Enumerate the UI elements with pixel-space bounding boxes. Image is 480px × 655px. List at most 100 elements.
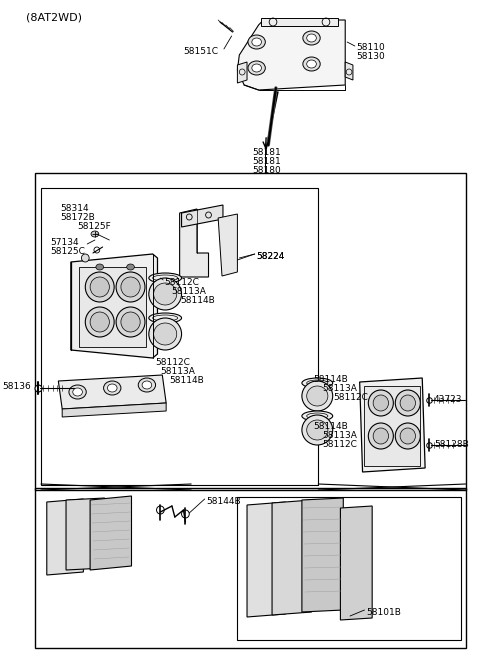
Ellipse shape: [400, 428, 416, 444]
Polygon shape: [345, 62, 353, 80]
Ellipse shape: [149, 273, 181, 283]
Polygon shape: [90, 496, 132, 570]
Text: 58224: 58224: [257, 252, 285, 261]
Ellipse shape: [142, 381, 152, 389]
Ellipse shape: [82, 254, 89, 262]
Ellipse shape: [303, 57, 320, 71]
Ellipse shape: [154, 283, 177, 305]
Text: 58113A: 58113A: [171, 287, 206, 296]
Bar: [79, 267, 146, 347]
Ellipse shape: [127, 264, 134, 270]
Text: 58113A: 58113A: [322, 431, 357, 440]
Ellipse shape: [396, 390, 420, 416]
Bar: [35, 173, 466, 490]
Text: 58114B: 58114B: [180, 296, 216, 305]
Ellipse shape: [307, 386, 328, 406]
Ellipse shape: [149, 318, 181, 350]
Ellipse shape: [73, 388, 83, 396]
Text: 58112C: 58112C: [164, 278, 199, 287]
Ellipse shape: [302, 411, 333, 421]
Text: 58180: 58180: [252, 166, 281, 175]
Ellipse shape: [149, 313, 181, 323]
Ellipse shape: [302, 415, 333, 445]
Bar: [238, 497, 461, 640]
Ellipse shape: [138, 378, 156, 392]
Text: 58114B: 58114B: [313, 375, 348, 384]
Text: 58112C: 58112C: [322, 440, 357, 449]
Ellipse shape: [303, 31, 320, 45]
Ellipse shape: [368, 390, 393, 416]
Text: 58136: 58136: [2, 382, 31, 391]
Ellipse shape: [91, 231, 99, 237]
Text: 57134: 57134: [50, 238, 79, 247]
Ellipse shape: [400, 395, 416, 411]
Ellipse shape: [85, 272, 114, 302]
Polygon shape: [238, 20, 345, 90]
Polygon shape: [360, 378, 425, 472]
Text: 58113A: 58113A: [160, 367, 195, 376]
Ellipse shape: [121, 277, 140, 297]
Ellipse shape: [90, 312, 109, 332]
Text: 58112C: 58112C: [156, 358, 191, 367]
Ellipse shape: [307, 34, 316, 42]
Ellipse shape: [85, 307, 114, 337]
Text: 58181: 58181: [252, 157, 281, 166]
Ellipse shape: [116, 307, 145, 337]
Ellipse shape: [156, 506, 164, 514]
Ellipse shape: [368, 423, 393, 449]
Text: 58125C: 58125C: [50, 247, 85, 256]
Ellipse shape: [69, 385, 86, 399]
Ellipse shape: [121, 312, 140, 332]
Text: 58125F: 58125F: [78, 222, 111, 231]
Ellipse shape: [373, 428, 388, 444]
Ellipse shape: [90, 277, 109, 297]
Ellipse shape: [248, 61, 265, 75]
Polygon shape: [340, 506, 372, 620]
Ellipse shape: [248, 35, 265, 49]
Ellipse shape: [252, 64, 262, 72]
Ellipse shape: [104, 381, 121, 395]
Polygon shape: [66, 498, 105, 570]
Polygon shape: [62, 403, 166, 417]
Polygon shape: [59, 375, 166, 409]
Ellipse shape: [96, 264, 104, 270]
Text: 58114B: 58114B: [169, 376, 204, 385]
Text: 43723: 43723: [434, 395, 462, 404]
Ellipse shape: [396, 423, 420, 449]
Text: 58112C: 58112C: [334, 393, 369, 402]
Ellipse shape: [307, 420, 328, 440]
Ellipse shape: [181, 510, 189, 518]
Polygon shape: [247, 502, 286, 617]
Text: (8AT2WD): (8AT2WD): [25, 12, 82, 22]
Text: 58101B: 58101B: [366, 608, 401, 617]
Bar: [364, 386, 420, 466]
Ellipse shape: [373, 395, 388, 411]
Ellipse shape: [116, 272, 145, 302]
Text: 58130: 58130: [357, 52, 385, 61]
Text: 58110: 58110: [357, 43, 385, 52]
Polygon shape: [71, 254, 157, 358]
Polygon shape: [47, 499, 84, 575]
Text: 58144B: 58144B: [206, 497, 241, 506]
Text: 58128B: 58128B: [434, 440, 468, 449]
Text: 58114B: 58114B: [313, 422, 348, 431]
Bar: [41, 188, 318, 485]
Polygon shape: [181, 205, 223, 227]
Polygon shape: [218, 214, 238, 276]
Ellipse shape: [94, 247, 100, 253]
Ellipse shape: [149, 278, 181, 310]
Text: 58172B: 58172B: [60, 213, 95, 222]
Ellipse shape: [252, 38, 262, 46]
Text: 58113A: 58113A: [322, 384, 357, 393]
Polygon shape: [272, 500, 312, 615]
Text: 58314: 58314: [60, 204, 89, 213]
Text: 58151C: 58151C: [183, 47, 218, 56]
Ellipse shape: [154, 323, 177, 345]
Polygon shape: [302, 498, 343, 612]
Ellipse shape: [108, 384, 117, 392]
Bar: [35, 488, 466, 648]
Polygon shape: [180, 209, 208, 277]
Ellipse shape: [302, 381, 333, 411]
Text: 58224: 58224: [257, 252, 285, 261]
Bar: [261, 18, 337, 26]
